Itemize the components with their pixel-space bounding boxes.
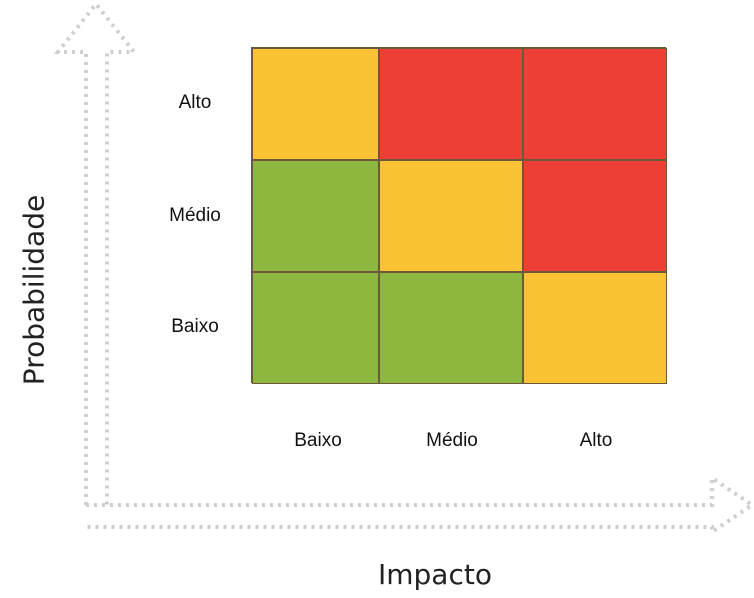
- y-axis-arrow: [53, 0, 139, 505]
- col-label-alto: Alto: [579, 430, 613, 451]
- x-axis-arrow: [86, 474, 754, 536]
- matrix-cell-médio-médio: [379, 160, 523, 272]
- col-label-baixo: Baixo: [294, 430, 342, 451]
- risk-grid: [251, 47, 667, 384]
- x-axis-title: Impacto: [378, 558, 492, 591]
- row-label-medio: Médio: [169, 205, 221, 226]
- matrix-cell-alto-alto: [523, 48, 667, 160]
- y-axis-title: Probabilidade: [17, 194, 51, 386]
- matrix-cell-médio-alto: [523, 160, 667, 272]
- matrix-cell-baixo-alto: [523, 272, 667, 384]
- matrix-cell-baixo-baixo: [252, 272, 379, 384]
- row-label-baixo: Baixo: [171, 316, 219, 337]
- row-label-alto: Alto: [178, 92, 212, 113]
- matrix-cell-médio-baixo: [252, 160, 379, 272]
- matrix-cell-alto-médio: [379, 48, 523, 160]
- matrix-cell-alto-baixo: [252, 48, 379, 160]
- matrix-cell-baixo-médio: [379, 272, 523, 384]
- col-label-medio: Médio: [426, 430, 478, 451]
